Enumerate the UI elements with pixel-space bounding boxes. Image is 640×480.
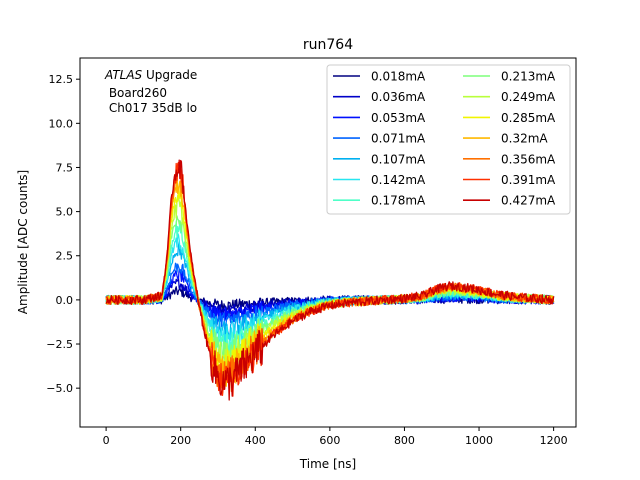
y-tick-label: −2.5 <box>46 338 73 351</box>
legend-label-0: 0.018mA <box>371 70 426 84</box>
legend-label-6: 0.178mA <box>371 194 426 208</box>
legend-label-9: 0.285mA <box>501 111 556 125</box>
x-axis: 0 200 400 600 800 1000 1200 <box>103 427 568 447</box>
x-axis-label: Time [ns] <box>299 457 356 471</box>
chart-title: run764 <box>303 37 353 53</box>
annotation-line-1: ATLAS Upgrade <box>104 68 197 82</box>
legend-label-4: 0.107mA <box>371 152 426 166</box>
legend-label-1: 0.036mA <box>371 90 426 104</box>
y-tick-label: −5.0 <box>46 382 73 395</box>
y-tick-label: 2.5 <box>56 250 74 263</box>
y-tick-label: 5.0 <box>56 206 74 219</box>
y-axis: −5.0 −2.5 0.0 2.5 5.0 7.5 10.0 12.5 <box>46 73 80 395</box>
legend-label-12: 0.391mA <box>501 173 556 187</box>
x-tick-label: 1200 <box>540 434 568 447</box>
legend-label-2: 0.053mA <box>371 111 426 125</box>
x-tick-label: 1000 <box>465 434 493 447</box>
annotation-upgrade: Upgrade <box>142 68 197 82</box>
series-line-1 <box>105 277 555 317</box>
legend-label-10: 0.32mA <box>501 132 548 146</box>
series-layer <box>105 159 555 401</box>
y-tick-label: 0.0 <box>56 294 74 307</box>
annotation-line-3: Ch017 35dB lo <box>105 101 197 115</box>
x-tick-label: 600 <box>319 434 340 447</box>
atlas-annotation: ATLAS Upgrade Board260 Ch017 35dB lo <box>104 68 197 115</box>
y-tick-label: 7.5 <box>56 161 74 174</box>
legend-frame <box>326 64 571 215</box>
series-line-13 <box>105 159 555 401</box>
legend-label-13: 0.427mA <box>501 194 556 208</box>
legend-label-7: 0.213mA <box>501 70 556 84</box>
y-axis-label: Amplitude [ADC counts] <box>16 170 30 314</box>
legend-label-8: 0.249mA <box>501 90 556 104</box>
legend-label-5: 0.142mA <box>371 173 426 187</box>
y-tick-label: 10.0 <box>49 117 74 130</box>
x-tick-label: 200 <box>170 434 191 447</box>
x-tick-label: 0 <box>103 434 110 447</box>
x-tick-label: 400 <box>245 434 266 447</box>
plot-area-frame <box>79 57 577 428</box>
legend: 0.018mA 0.036mA 0.053mA 0.071mA 0.107mA 0.142… <box>326 64 571 215</box>
annotation-line-2: Board260 <box>105 86 167 100</box>
legend-label-3: 0.071mA <box>371 132 426 146</box>
annotation-atlas-italic: ATLAS <box>104 68 143 82</box>
y-tick-label: 12.5 <box>49 73 74 86</box>
legend-label-11: 0.356mA <box>501 152 556 166</box>
x-tick-label: 800 <box>394 434 415 447</box>
